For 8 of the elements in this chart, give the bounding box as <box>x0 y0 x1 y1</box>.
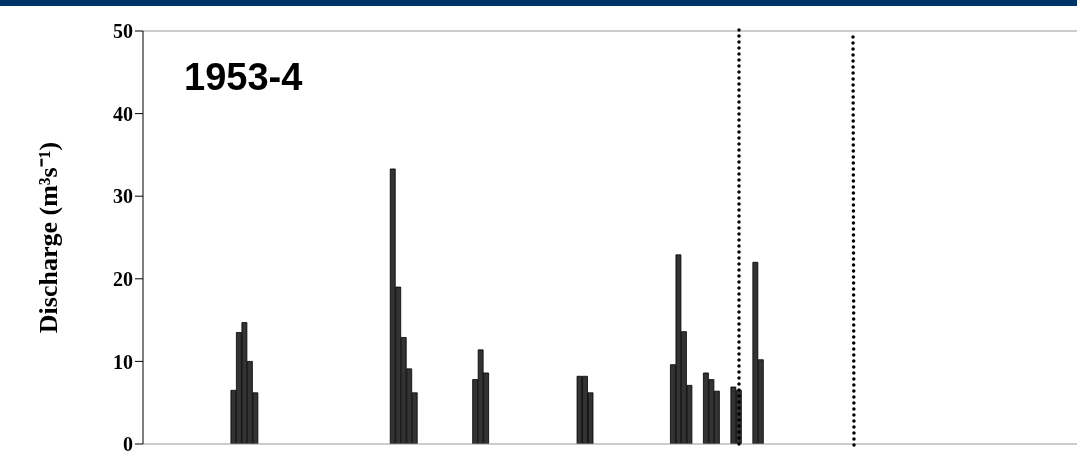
y-tick-label: 10 <box>113 350 133 373</box>
y-tick-label: 0 <box>123 433 133 456</box>
y-tick-label: 50 <box>113 20 133 43</box>
text: 1953-4 <box>184 56 303 99</box>
y-tick-label: 40 <box>113 102 133 125</box>
y-axis-title: Discharge (m³s⁻¹) <box>34 141 64 334</box>
y-tick-label: 20 <box>113 267 133 290</box>
y-tick-label: 30 <box>113 185 133 208</box>
